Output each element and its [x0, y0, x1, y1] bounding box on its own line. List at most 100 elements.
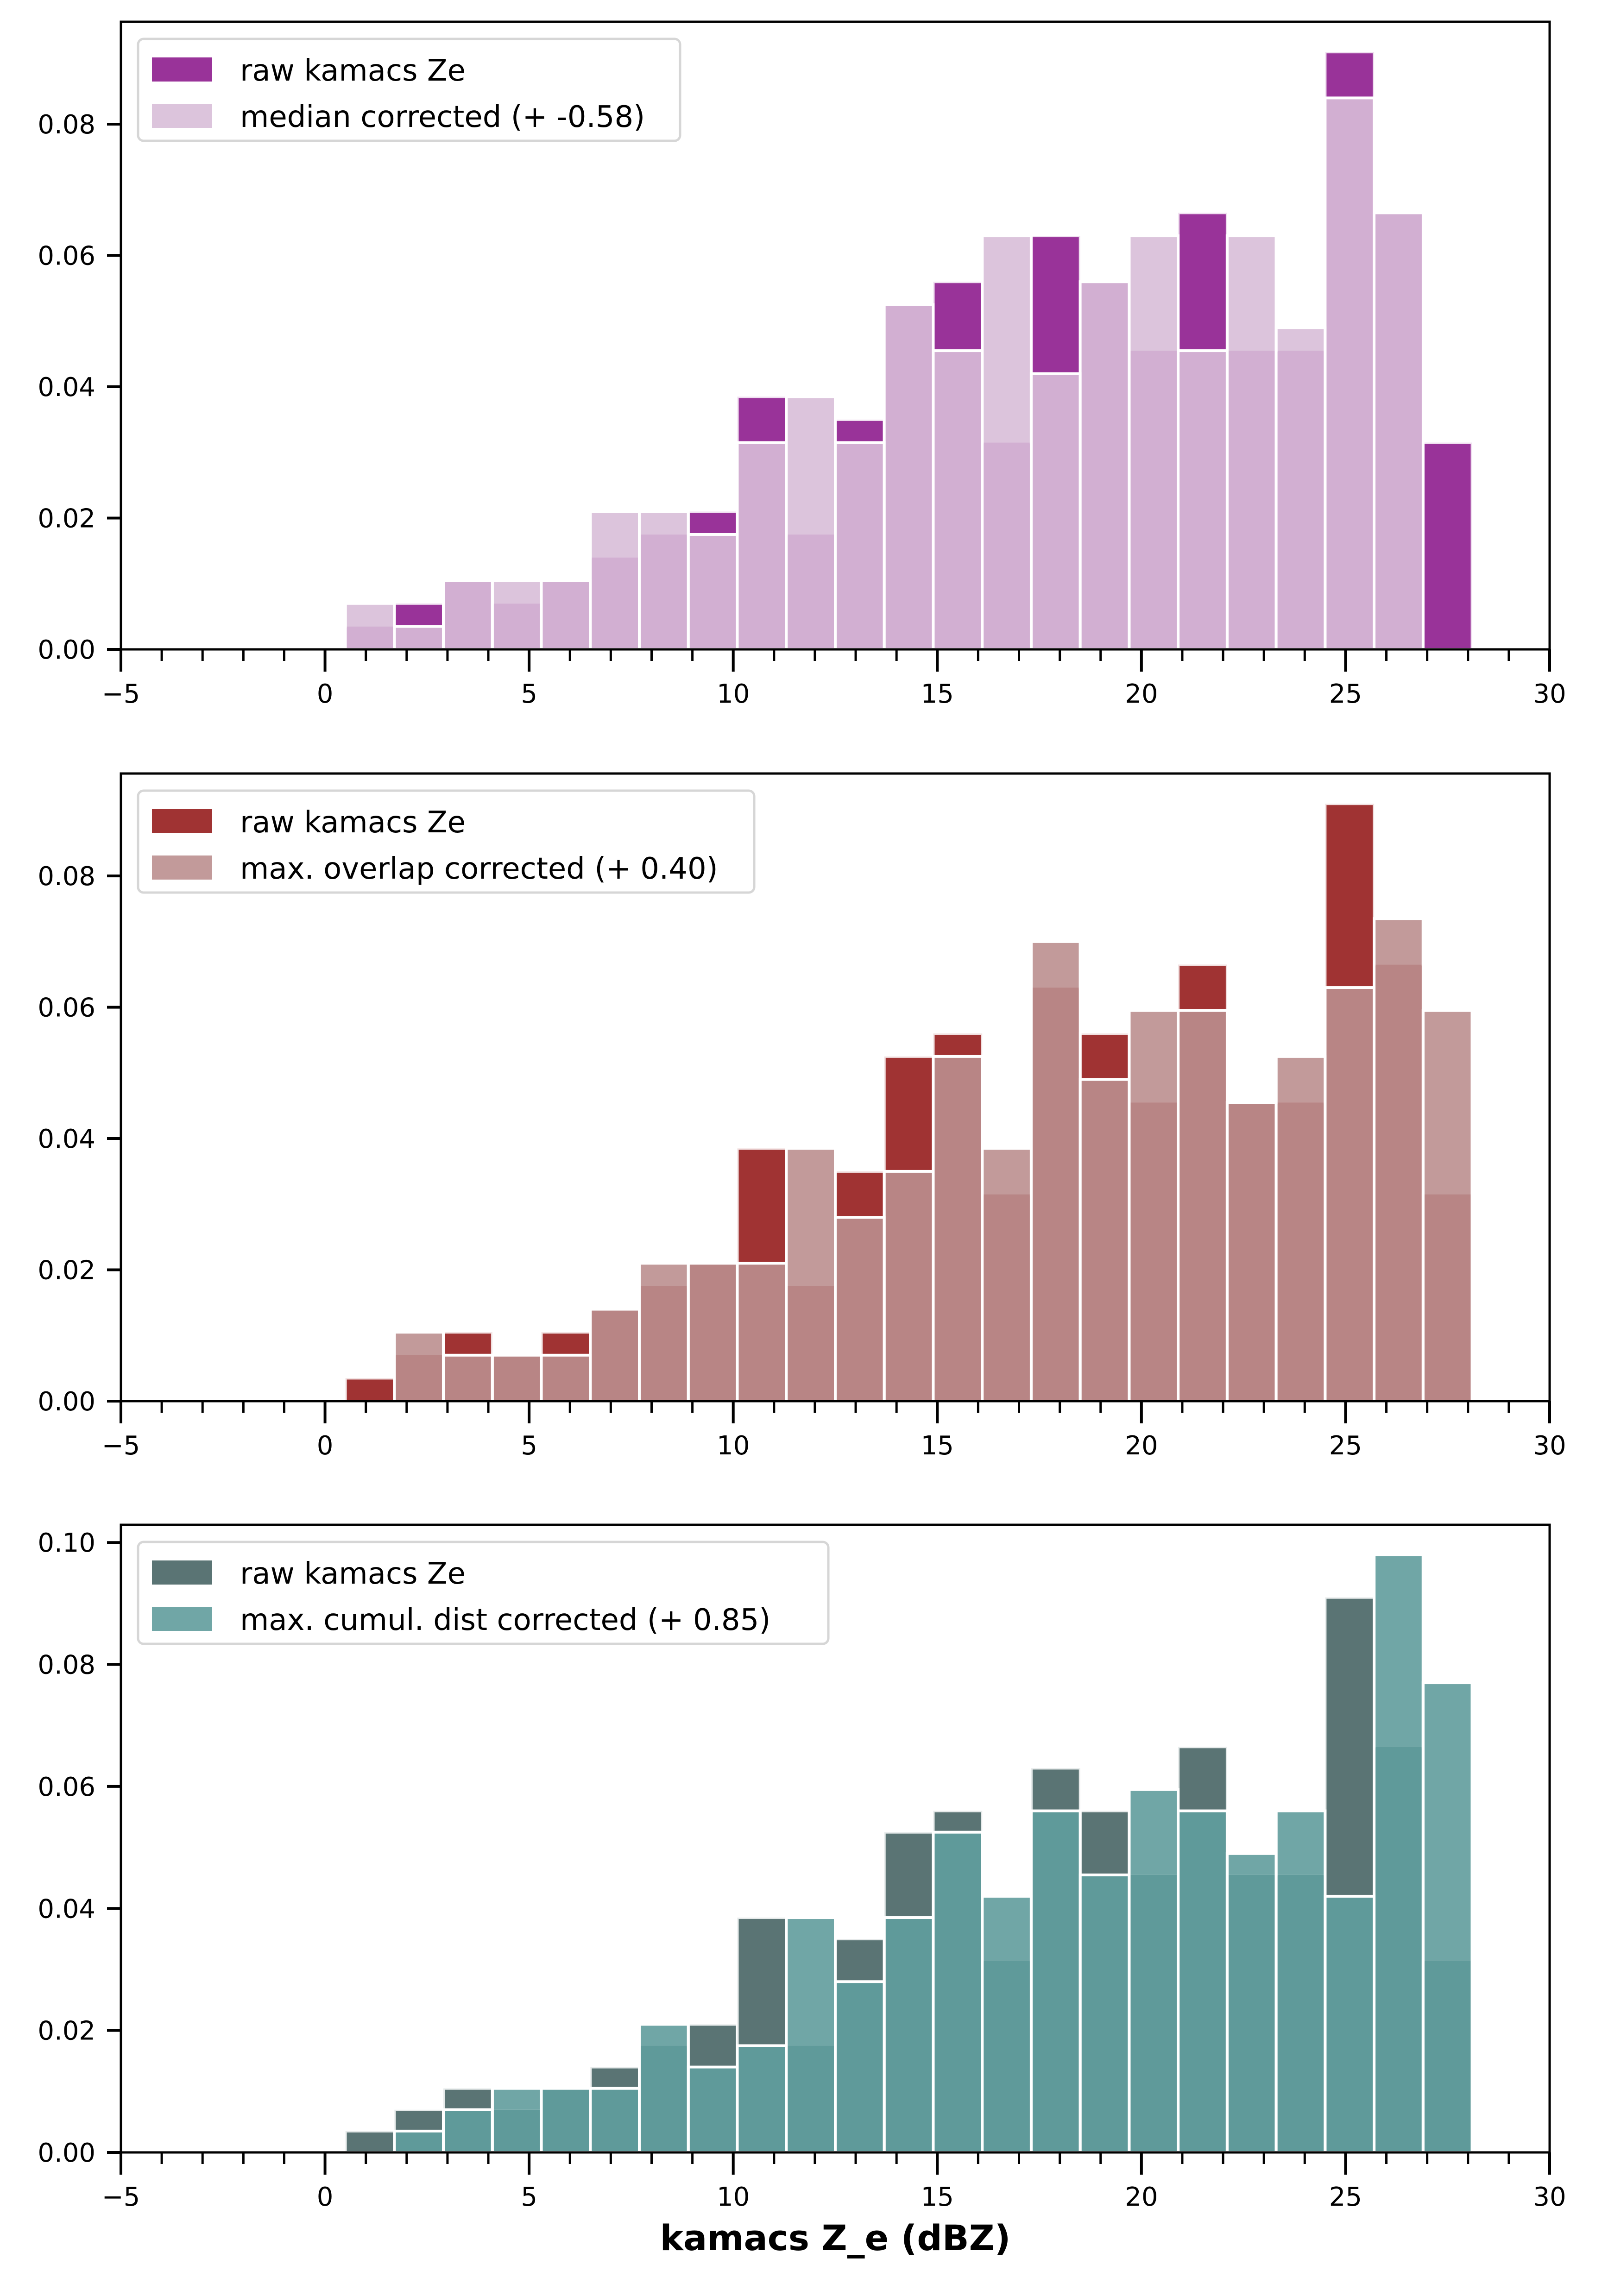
- x-tick-label: 0: [317, 2182, 334, 2212]
- y-tick-label: 0.02: [38, 2016, 95, 2046]
- corrected-bar-overlap: [641, 1286, 687, 1401]
- corrected-bar-overlap: [641, 534, 687, 649]
- corrected-bar: [1032, 941, 1079, 988]
- corrected-bar-overlap: [984, 1960, 1030, 2152]
- legend: raw kamacs Ze max. overlap corrected (+ 0…: [137, 789, 756, 894]
- corrected-bar: [788, 1148, 834, 1286]
- corrected-bar-overlap: [1375, 1747, 1422, 2152]
- x-tick-label: 30: [1533, 2182, 1566, 2212]
- corrected-bar-overlap: [542, 2088, 589, 2152]
- corrected-bar-overlap: [445, 580, 491, 649]
- legend-swatch-corrected: [152, 855, 212, 880]
- corrected-bar: [1130, 236, 1177, 351]
- histogram-panel-median: −5 0 5 10 15 20 25 30 0.00 0.02 0.04 0.06 0.08 raw ka…: [38, 20, 1566, 709]
- axes-frame: [120, 772, 1551, 1403]
- x-tick-label: 10: [717, 679, 750, 709]
- corrected-bar-overlap: [984, 442, 1030, 649]
- corrected-bar: [493, 580, 540, 604]
- corrected-bar-overlap: [934, 1056, 981, 1401]
- y-tick-label: 0.00: [38, 2138, 95, 2168]
- histogram-panel-max-cumul-dist: −5 0 5 10 15 20 25 30 0.00 0.02 0.04 0.06 0.08 0.10 ra…: [38, 1523, 1566, 2212]
- histogram-panel-max-overlap: −5 0 5 10 15 20 25 30 0.00 0.02 0.04 0.06 0.08 raw ka…: [38, 772, 1566, 1461]
- legend-box: [137, 38, 681, 142]
- y-tick-label: 0.00: [38, 1387, 95, 1417]
- corrected-bar-overlap: [592, 1309, 638, 1401]
- legend-label-raw: raw kamacs Ze: [240, 805, 466, 840]
- corrected-bar-overlap: [1326, 98, 1373, 650]
- corrected-bar-overlap: [1032, 1811, 1079, 2152]
- legend-label-corrected: median corrected (+ -0.58): [240, 100, 645, 134]
- corrected-bar: [1375, 918, 1422, 965]
- axes-frame: [120, 20, 1551, 651]
- x-tick-label: −5: [102, 679, 140, 709]
- legend-box: [137, 789, 756, 894]
- x-tick-label: 25: [1329, 679, 1362, 709]
- x-tick-label: 25: [1329, 2182, 1362, 2212]
- legend-swatch-raw: [152, 1560, 212, 1585]
- corrected-bar-overlap: [885, 304, 932, 649]
- x-tick-label: −5: [102, 2182, 140, 2212]
- corrected-bar-overlap: [1081, 1079, 1128, 1401]
- corrected-bar-overlap: [738, 1263, 785, 1401]
- raw-bar: [1421, 441, 1474, 651]
- corrected-bar: [788, 1918, 834, 2046]
- x-tick-label: 10: [717, 1431, 750, 1461]
- x-tick-label: 5: [521, 1431, 537, 1461]
- legend-swatch-corrected: [152, 104, 212, 128]
- corrected-bar-overlap: [1277, 351, 1324, 649]
- corrected-bar-overlap: [689, 2067, 736, 2152]
- x-tick-label: 0: [317, 679, 334, 709]
- corrected-bar-overlap: [1032, 373, 1079, 649]
- corrected-bar-overlap: [396, 1355, 442, 1401]
- corrected-bar-overlap: [738, 442, 785, 649]
- legend-label-raw: raw kamacs Ze: [240, 1557, 466, 1591]
- legend: raw kamacs Ze median corrected (+ -0.58): [137, 38, 681, 142]
- corrected-bar-overlap: [934, 1832, 981, 2152]
- y-tick-label: 0.06: [38, 241, 95, 271]
- legend-label-corrected: max. cumul. dist corrected (+ 0.85): [240, 1603, 770, 1637]
- x-tick-label: 30: [1533, 679, 1566, 709]
- corrected-bar: [1228, 1853, 1275, 1875]
- corrected-bar-overlap: [542, 1355, 589, 1401]
- corrected-bar-overlap: [934, 351, 981, 649]
- x-tick-label: 20: [1125, 2182, 1158, 2212]
- x-tick-label: 10: [717, 2182, 750, 2212]
- corrected-bar-overlap: [542, 580, 589, 649]
- y-tick-label: 0.06: [38, 1772, 95, 1802]
- legend: raw kamacs Ze max. cumul. dist corrected …: [137, 1541, 830, 1645]
- corrected-bar-overlap: [1081, 1875, 1128, 2152]
- x-tick-label: 20: [1125, 1431, 1158, 1461]
- corrected-bar-overlap: [1424, 1960, 1471, 2152]
- corrected-bar: [1424, 1010, 1471, 1195]
- corrected-bar-overlap: [1032, 988, 1079, 1401]
- corrected-bar: [347, 603, 393, 627]
- y-tick-label: 0.06: [38, 993, 95, 1023]
- corrected-bar: [1130, 1789, 1177, 1875]
- corrected-bar-overlap: [641, 2045, 687, 2152]
- corrected-bar-overlap: [689, 534, 736, 649]
- axes-frame: [120, 1523, 1551, 2154]
- corrected-bar-overlap: [1424, 1194, 1471, 1401]
- x-tick-label: 25: [1329, 1431, 1362, 1461]
- corrected-bar-overlap: [788, 534, 834, 649]
- corrected-bar: [984, 1148, 1030, 1195]
- corrected-bar-overlap: [1179, 351, 1226, 649]
- corrected-bar: [1424, 1683, 1471, 1961]
- corrected-bar: [641, 2024, 687, 2046]
- corrected-bar: [1277, 327, 1324, 351]
- x-tick-label: 30: [1533, 1431, 1566, 1461]
- corrected-bar-overlap: [837, 1217, 883, 1401]
- corrected-bar: [984, 236, 1030, 443]
- corrected-bar: [1228, 236, 1275, 351]
- corrected-bar-overlap: [1130, 1875, 1177, 2152]
- y-tick-label: 0.02: [38, 1256, 95, 1286]
- corrected-bar-overlap: [837, 442, 883, 649]
- legend-label-corrected: max. overlap corrected (+ 0.40): [240, 852, 718, 886]
- y-tick-label: 0.02: [38, 504, 95, 534]
- corrected-bar-overlap: [788, 2045, 834, 2152]
- legend-swatch-raw: [152, 809, 212, 833]
- corrected-bar: [592, 511, 638, 558]
- corrected-bar-overlap: [493, 1355, 540, 1401]
- corrected-bar: [493, 2088, 540, 2110]
